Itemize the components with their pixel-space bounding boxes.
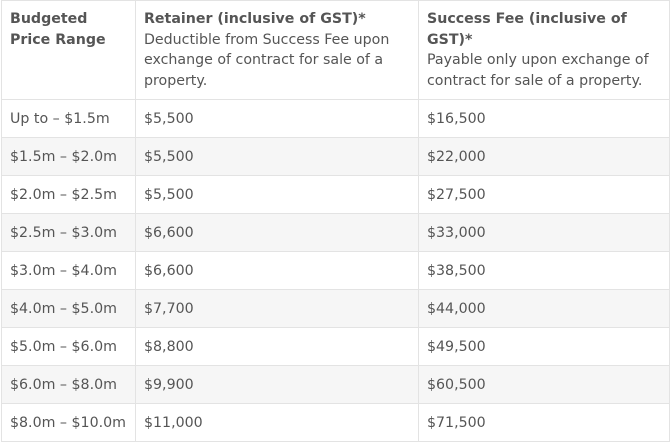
success-fee-cell: $16,500 <box>418 99 670 138</box>
table-row: $1.5m – $2.0m $5,500 $22,000 <box>1 137 670 176</box>
success-fee-cell: $22,000 <box>418 137 670 176</box>
retainer-cell: $9,900 <box>135 365 419 404</box>
table-row: $2.0m – $2.5m $5,500 $27,500 <box>1 175 670 214</box>
header-retainer-subtitle: Deductible from Success Fee upon exchang… <box>144 31 390 89</box>
success-fee-cell: $49,500 <box>418 327 670 366</box>
table-row: Up to – $1.5m $5,500 $16,500 <box>1 99 670 138</box>
fee-table-header: Budgeted Price Range Retainer (inclusive… <box>1 0 670 100</box>
table-row: $5.0m – $6.0m $8,800 $49,500 <box>1 327 670 366</box>
table-row: $3.0m – $4.0m $6,600 $38,500 <box>1 251 670 290</box>
price-range-cell: Up to – $1.5m <box>1 99 136 138</box>
retainer-cell: $5,500 <box>135 99 419 138</box>
success-fee-cell: $71,500 <box>418 403 670 442</box>
price-range-cell: $6.0m – $8.0m <box>1 365 136 404</box>
retainer-cell: $5,500 <box>135 137 419 176</box>
header-retainer: Retainer (inclusive of GST)* Deductible … <box>135 0 419 100</box>
header-row: Budgeted Price Range Retainer (inclusive… <box>1 0 670 100</box>
table-row: $8.0m – $10.0m $11,000 $71,500 <box>1 403 670 442</box>
retainer-cell: $6,600 <box>135 213 419 252</box>
price-range-cell: $5.0m – $6.0m <box>1 327 136 366</box>
retainer-cell: $8,800 <box>135 327 419 366</box>
retainer-cell: $5,500 <box>135 175 419 214</box>
retainer-cell: $11,000 <box>135 403 419 442</box>
header-success-fee: Success Fee (inclusive of GST)* Payable … <box>418 0 670 100</box>
price-range-cell: $4.0m – $5.0m <box>1 289 136 328</box>
success-fee-cell: $38,500 <box>418 251 670 290</box>
fee-table-body: Up to – $1.5m $5,500 $16,500 $1.5m – $2.… <box>1 99 670 442</box>
price-range-cell: $2.5m – $3.0m <box>1 213 136 252</box>
success-fee-cell: $27,500 <box>418 175 670 214</box>
retainer-cell: $7,700 <box>135 289 419 328</box>
table-row: $6.0m – $8.0m $9,900 $60,500 <box>1 365 670 404</box>
retainer-cell: $6,600 <box>135 251 419 290</box>
price-range-cell: $2.0m – $2.5m <box>1 175 136 214</box>
price-range-cell: $8.0m – $10.0m <box>1 403 136 442</box>
header-success-fee-title: Success Fee (inclusive of GST)* <box>427 11 627 48</box>
header-success-fee-subtitle: Payable only upon exchange of contract f… <box>427 52 649 89</box>
header-price-range-title: Budgeted Price Range <box>10 11 106 48</box>
header-price-range: Budgeted Price Range <box>1 0 136 100</box>
price-range-cell: $1.5m – $2.0m <box>1 137 136 176</box>
table-row: $4.0m – $5.0m $7,700 $44,000 <box>1 289 670 328</box>
success-fee-cell: $33,000 <box>418 213 670 252</box>
success-fee-cell: $60,500 <box>418 365 670 404</box>
price-range-cell: $3.0m – $4.0m <box>1 251 136 290</box>
success-fee-cell: $44,000 <box>418 289 670 328</box>
table-row: $2.5m – $3.0m $6,600 $33,000 <box>1 213 670 252</box>
header-retainer-title: Retainer (inclusive of GST)* <box>144 11 366 27</box>
